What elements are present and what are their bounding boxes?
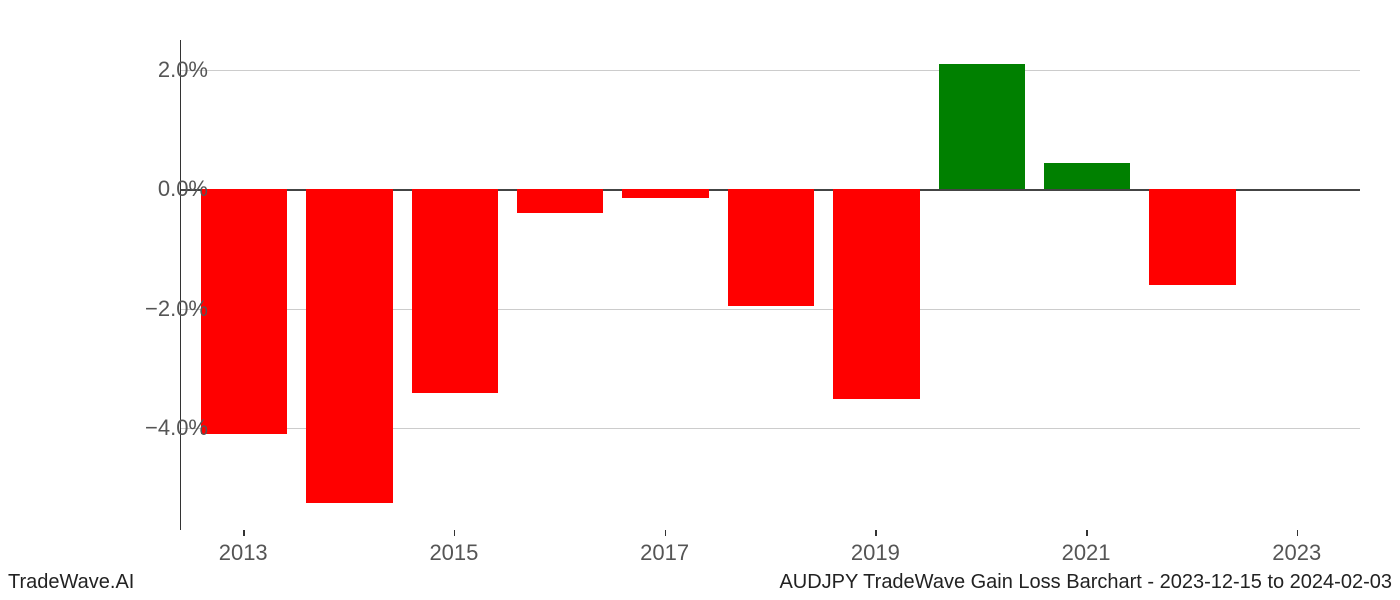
x-tick-mark [243, 530, 245, 536]
x-tick-label: 2021 [1062, 540, 1111, 566]
footer-left-text: TradeWave.AI [8, 571, 134, 594]
x-tick-mark [1086, 530, 1088, 536]
bar [306, 189, 392, 503]
gridline [181, 70, 1360, 71]
bar [412, 189, 498, 392]
x-tick-mark [1297, 530, 1299, 536]
y-tick-label: 2.0% [118, 57, 208, 83]
x-tick-label: 2023 [1272, 540, 1321, 566]
chart-container [180, 40, 1360, 530]
bar [728, 189, 814, 306]
footer-right-text: AUDJPY TradeWave Gain Loss Barchart - 20… [779, 571, 1392, 594]
x-tick-label: 2019 [851, 540, 900, 566]
bar [939, 64, 1025, 189]
bar [622, 189, 708, 198]
x-tick-label: 2013 [219, 540, 268, 566]
x-tick-mark [875, 530, 877, 536]
bar [201, 189, 287, 434]
bar [1044, 163, 1130, 190]
x-tick-mark [454, 530, 456, 536]
bar [517, 189, 603, 213]
plot-area [180, 40, 1360, 530]
bar [833, 189, 919, 398]
x-tick-mark [665, 530, 667, 536]
y-tick-label: −2.0% [118, 296, 208, 322]
x-tick-label: 2017 [640, 540, 689, 566]
y-tick-label: −4.0% [118, 415, 208, 441]
x-tick-label: 2015 [429, 540, 478, 566]
y-tick-label: 0.0% [118, 176, 208, 202]
bar [1149, 189, 1235, 285]
